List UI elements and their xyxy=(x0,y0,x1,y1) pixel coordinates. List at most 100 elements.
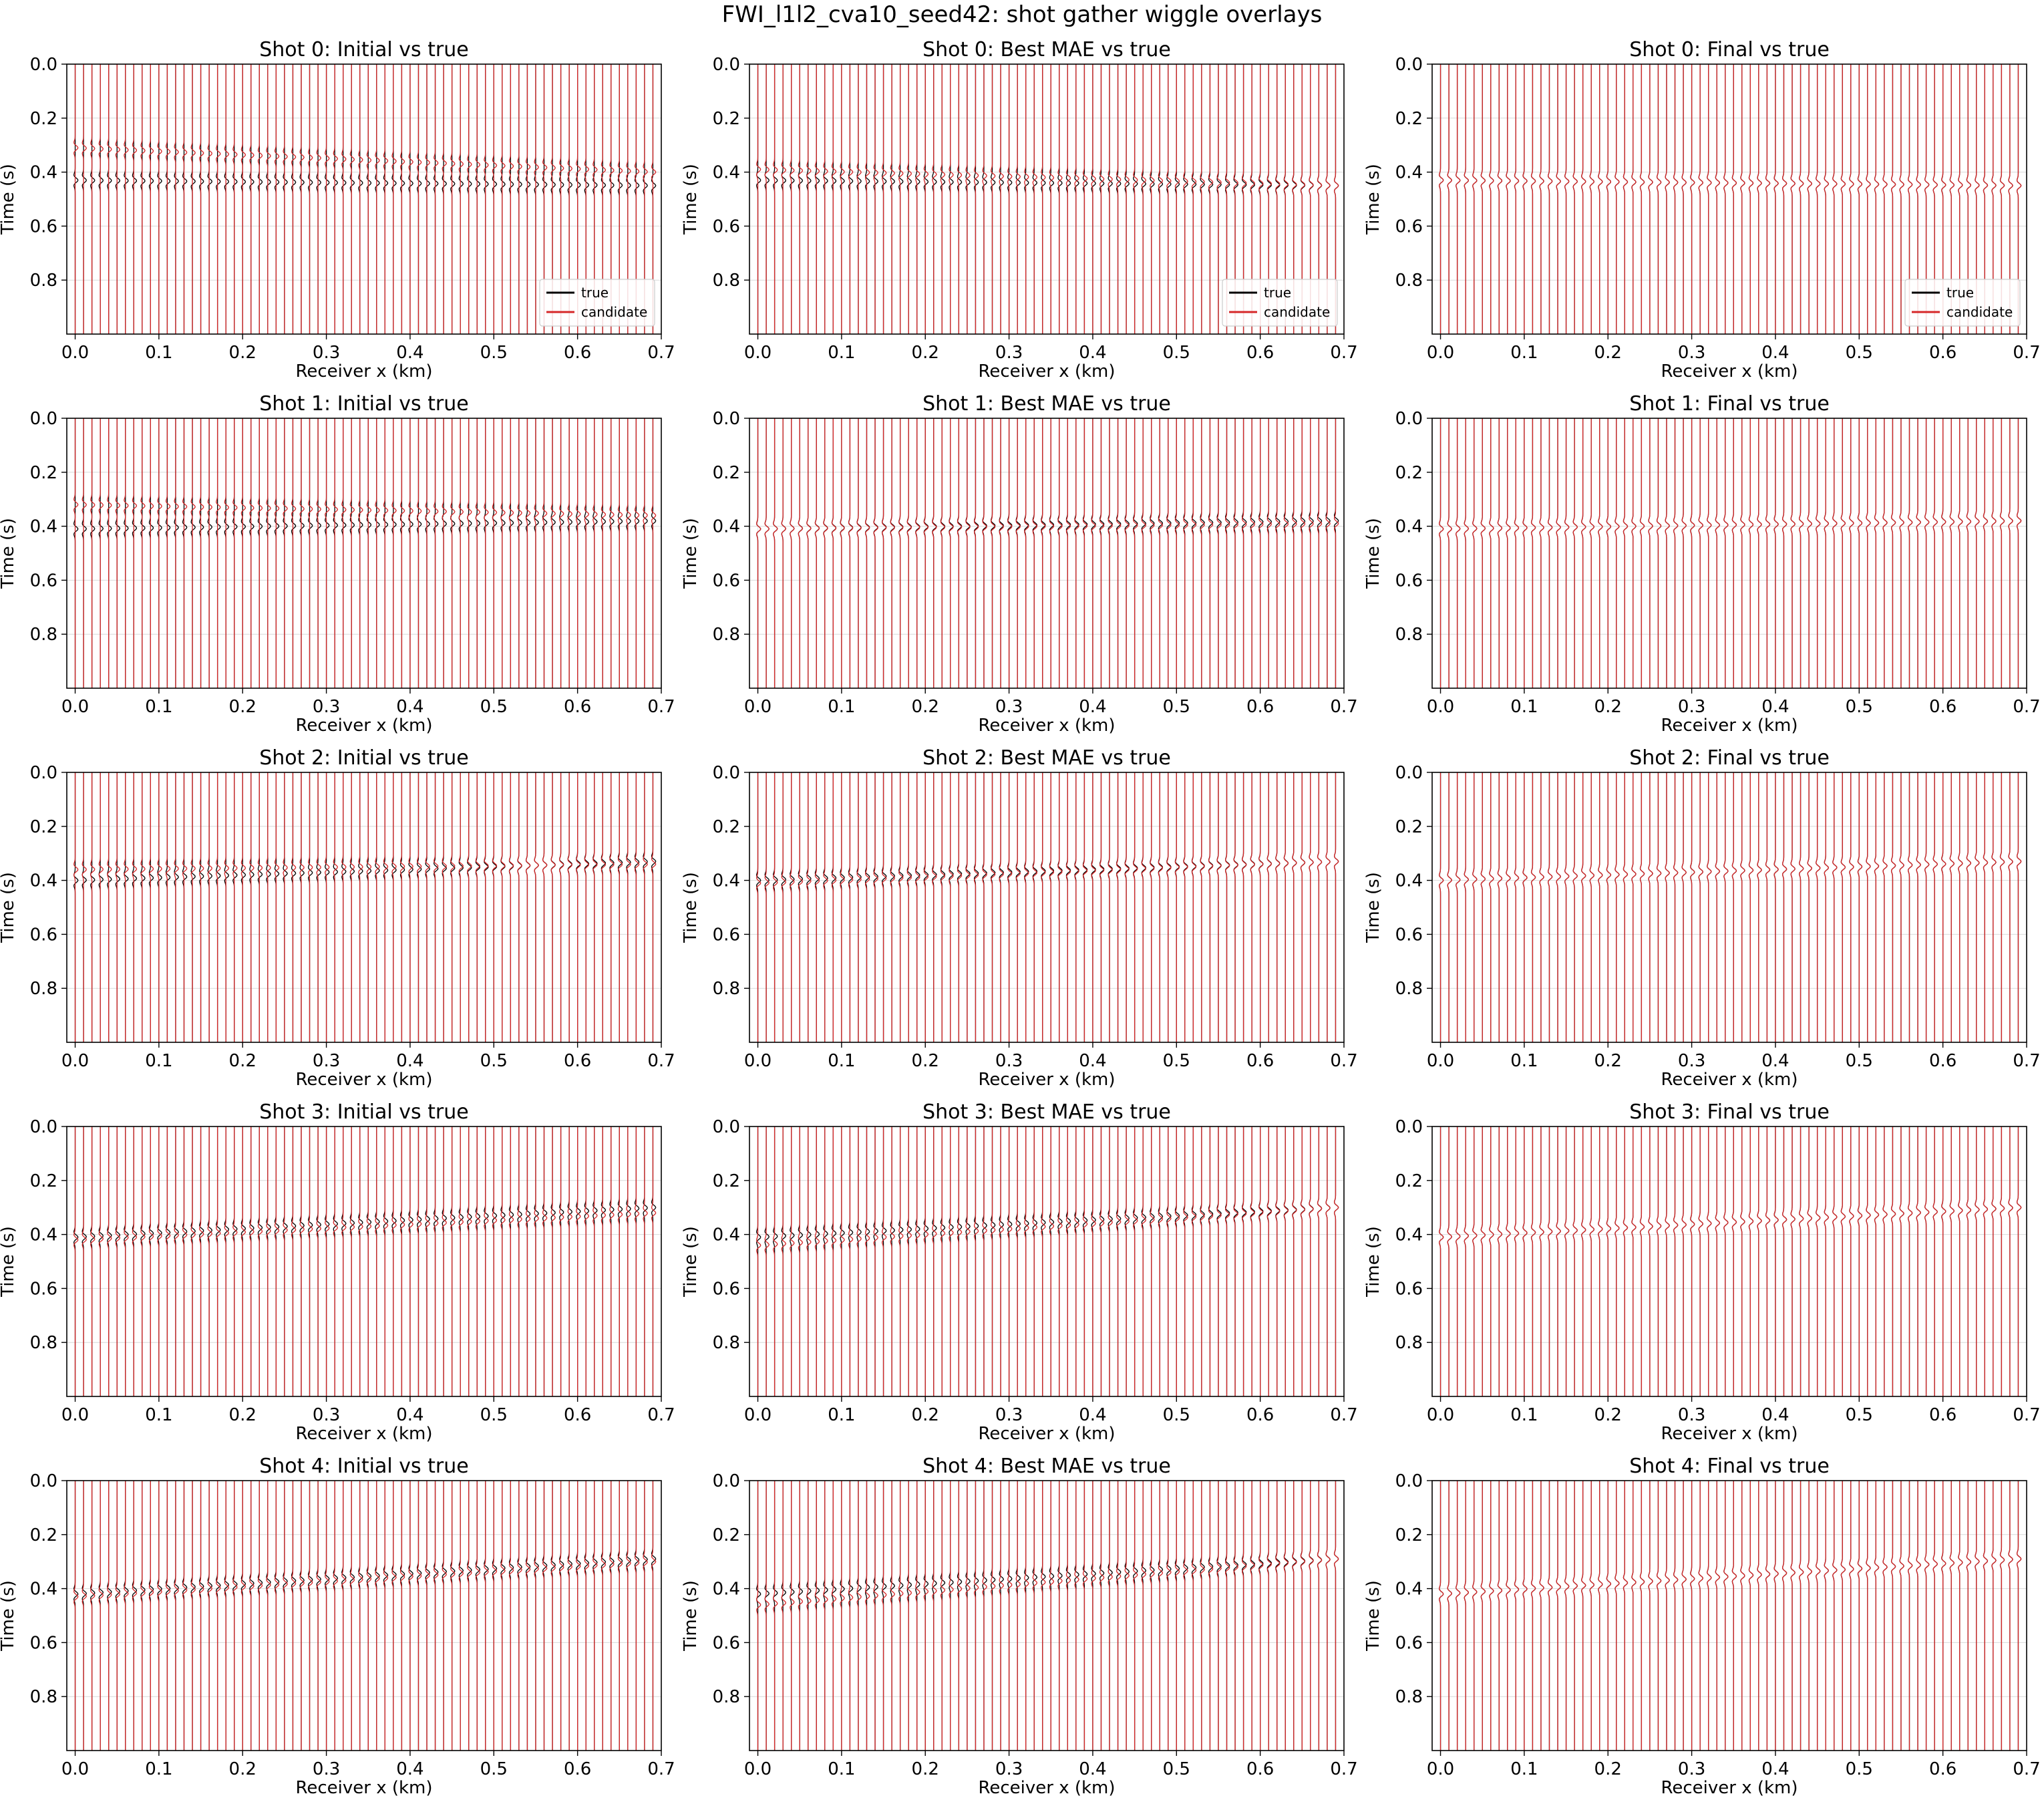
x-tick-label: 0.1 xyxy=(828,1405,855,1425)
y-tick-label: 0.8 xyxy=(30,625,57,645)
y-axis-label: Time (s) xyxy=(681,1580,701,1652)
y-tick-label: 0.8 xyxy=(1395,625,1423,645)
y-tick-label: 0.2 xyxy=(713,109,740,129)
panel-title: Shot 4: Final vs true xyxy=(1629,1455,1830,1478)
x-axis-label: Receiver x (km) xyxy=(978,1070,1115,1090)
x-tick-label: 0.4 xyxy=(1079,1051,1106,1071)
y-axis-label: Time (s) xyxy=(0,872,18,943)
y-tick-label: 0.4 xyxy=(713,1580,740,1600)
x-tick-label: 0.7 xyxy=(1330,697,1357,717)
x-tick-label: 0.3 xyxy=(995,343,1023,363)
x-tick-label: 0.3 xyxy=(1678,1051,1705,1071)
y-tick-label: 0.6 xyxy=(713,1279,740,1299)
panel-title: Shot 2: Best MAE vs true xyxy=(922,746,1171,770)
x-tick-label: 0.6 xyxy=(1246,1405,1274,1425)
panel-title: Shot 3: Final vs true xyxy=(1629,1100,1830,1124)
y-tick-label: 0.6 xyxy=(30,216,57,237)
x-tick-label: 0.0 xyxy=(744,1051,772,1071)
y-tick-label: 0.6 xyxy=(30,1633,57,1653)
x-tick-label: 0.1 xyxy=(1510,343,1538,363)
y-tick-label: 0.8 xyxy=(1395,979,1423,999)
x-tick-label: 0.0 xyxy=(1427,1405,1454,1425)
x-tick-label: 0.7 xyxy=(1330,1759,1357,1779)
y-tick-label: 0.4 xyxy=(713,163,740,183)
y-tick-label: 0.8 xyxy=(713,625,740,645)
y-tick-label: 0.8 xyxy=(30,979,57,999)
y-tick-label: 0.2 xyxy=(30,1171,57,1191)
x-axis-label: Receiver x (km) xyxy=(295,1778,432,1798)
x-tick-label: 0.3 xyxy=(313,697,340,717)
x-tick-label: 0.2 xyxy=(229,1759,257,1779)
x-tick-label: 0.5 xyxy=(480,697,508,717)
x-tick-label: 0.7 xyxy=(1330,1405,1357,1425)
x-tick-label: 0.5 xyxy=(1846,343,1873,363)
y-axis-label: Time (s) xyxy=(0,1226,18,1298)
figure-title: FWI_l1l2_cva10_seed42: shot gather wiggl… xyxy=(722,1,1323,28)
y-tick-label: 0.0 xyxy=(713,1471,740,1491)
y-tick-label: 0.2 xyxy=(30,463,57,483)
x-tick-label: 0.5 xyxy=(1163,343,1190,363)
x-tick-label: 0.1 xyxy=(828,1051,855,1071)
x-tick-label: 0.4 xyxy=(1761,1759,1789,1779)
x-tick-label: 0.6 xyxy=(564,697,591,717)
x-tick-label: 0.2 xyxy=(1594,1759,1622,1779)
legend-label-candidate: candidate xyxy=(1946,304,2013,320)
x-tick-label: 0.7 xyxy=(647,1759,675,1779)
x-tick-label: 0.3 xyxy=(313,1051,340,1071)
x-tick-label: 0.0 xyxy=(61,1405,89,1425)
y-tick-label: 0.2 xyxy=(30,817,57,837)
x-tick-label: 0.4 xyxy=(1761,1405,1789,1425)
y-tick-label: 0.4 xyxy=(1395,163,1423,183)
x-tick-label: 0.6 xyxy=(1929,1405,1956,1425)
panel-title: Shot 2: Initial vs true xyxy=(259,746,468,770)
x-tick-label: 0.7 xyxy=(647,697,675,717)
y-tick-label: 0.4 xyxy=(30,1580,57,1600)
panel-title: Shot 1: Best MAE vs true xyxy=(922,392,1171,416)
x-tick-label: 0.1 xyxy=(828,1759,855,1779)
x-tick-label: 0.5 xyxy=(1163,1405,1190,1425)
x-axis-label: Receiver x (km) xyxy=(1661,1070,1798,1090)
x-tick-label: 0.2 xyxy=(229,697,257,717)
x-tick-label: 0.1 xyxy=(1510,1405,1538,1425)
x-axis-label: Receiver x (km) xyxy=(1661,716,1798,736)
x-tick-label: 0.4 xyxy=(1079,343,1106,363)
y-tick-label: 0.2 xyxy=(713,817,740,837)
x-tick-label: 0.4 xyxy=(1079,697,1106,717)
y-tick-label: 0.2 xyxy=(1395,1171,1423,1191)
x-tick-label: 0.2 xyxy=(912,1759,939,1779)
y-axis-label: Time (s) xyxy=(0,164,18,235)
x-axis-label: Receiver x (km) xyxy=(1661,1424,1798,1444)
y-tick-label: 0.0 xyxy=(1395,1471,1423,1491)
y-tick-label: 0.6 xyxy=(1395,1279,1423,1299)
y-tick-label: 0.8 xyxy=(713,271,740,291)
legend-label-candidate: candidate xyxy=(1264,304,1330,320)
x-tick-label: 0.2 xyxy=(229,343,257,363)
x-axis-label: Receiver x (km) xyxy=(978,1424,1115,1444)
y-tick-label: 0.2 xyxy=(1395,1525,1423,1545)
x-tick-label: 0.1 xyxy=(145,1051,172,1071)
x-tick-label: 0.1 xyxy=(1510,1051,1538,1071)
y-tick-label: 0.0 xyxy=(713,55,740,75)
x-tick-label: 0.0 xyxy=(1427,343,1454,363)
x-tick-label: 0.1 xyxy=(1510,1759,1538,1779)
y-tick-label: 0.8 xyxy=(1395,271,1423,291)
y-tick-label: 0.8 xyxy=(1395,1687,1423,1707)
y-tick-label: 0.2 xyxy=(1395,463,1423,483)
x-tick-label: 0.3 xyxy=(1678,1759,1705,1779)
x-tick-label: 0.4 xyxy=(1079,1759,1106,1779)
x-tick-label: 0.6 xyxy=(564,343,591,363)
x-tick-label: 0.6 xyxy=(564,1405,591,1425)
x-tick-label: 0.0 xyxy=(61,1051,89,1071)
x-tick-label: 0.4 xyxy=(1761,697,1789,717)
y-tick-label: 0.2 xyxy=(30,1525,57,1545)
y-tick-label: 0.2 xyxy=(713,1171,740,1191)
y-tick-label: 0.8 xyxy=(713,1687,740,1707)
panel-title: Shot 2: Final vs true xyxy=(1629,746,1830,770)
x-tick-label: 0.5 xyxy=(1846,1405,1873,1425)
x-tick-label: 0.7 xyxy=(647,1405,675,1425)
y-tick-label: 0.8 xyxy=(1395,1333,1423,1353)
y-tick-label: 0.2 xyxy=(1395,109,1423,129)
x-tick-label: 0.6 xyxy=(1246,1051,1274,1071)
